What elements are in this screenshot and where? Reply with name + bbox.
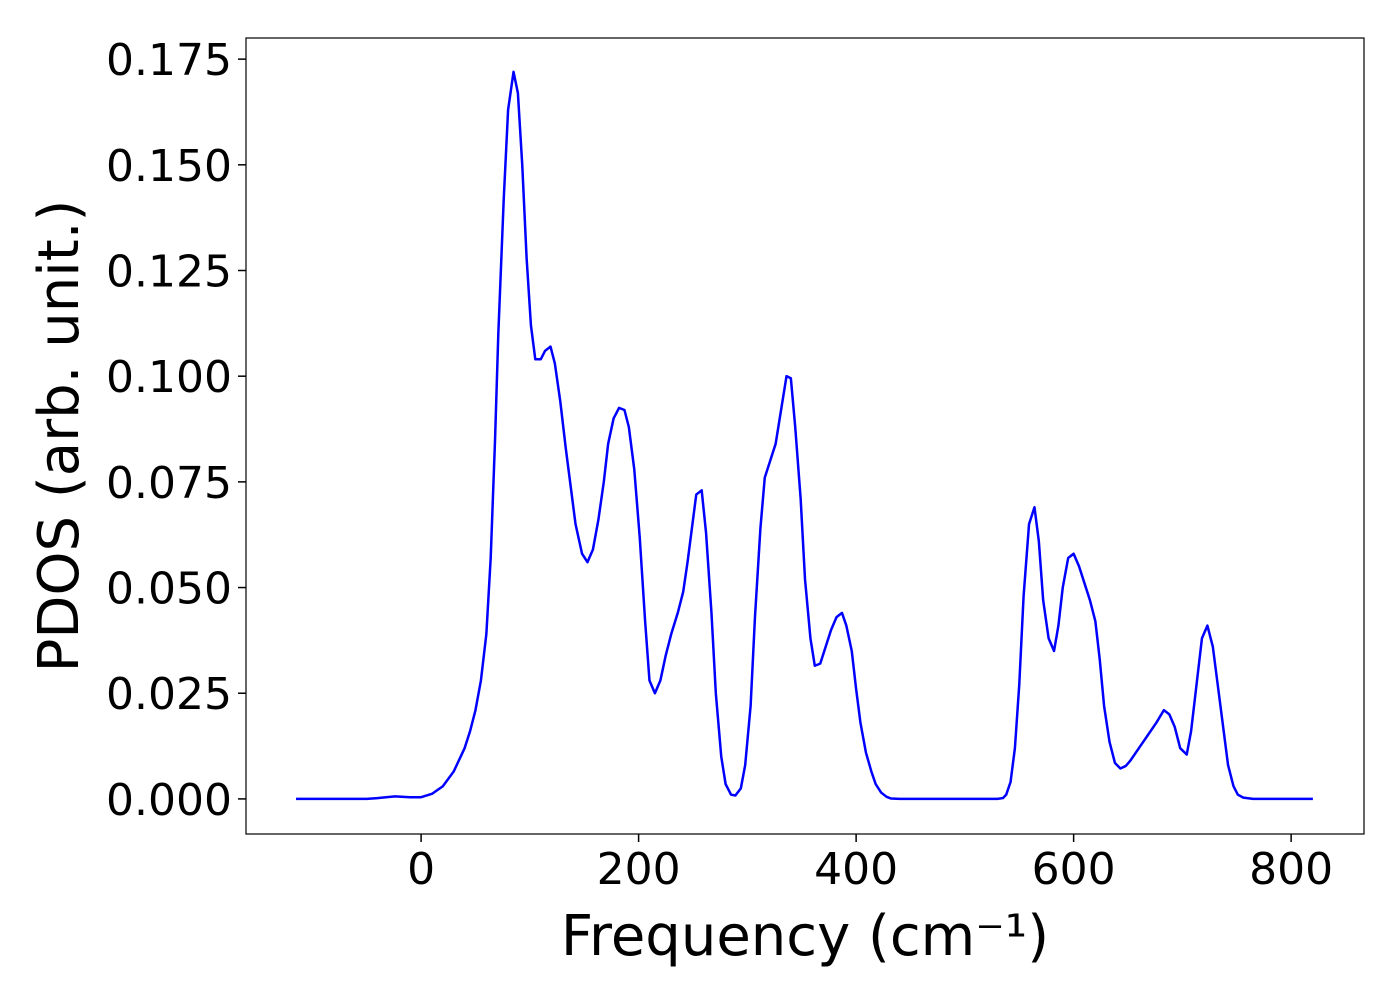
x-tick-label: 800	[1249, 844, 1333, 895]
x-tick-label: 0	[407, 844, 435, 895]
y-tick-label: 0.000	[106, 775, 232, 826]
y-axis-label: PDOS (arb. unit.)	[27, 200, 92, 673]
x-tick-label: 400	[814, 844, 898, 895]
y-tick-label: 0.100	[106, 352, 232, 403]
plot-frame	[245, 37, 1365, 835]
x-tick-label: 200	[597, 844, 681, 895]
y-tick-label: 0.175	[106, 35, 232, 86]
x-axis-label: Frequency (cm⁻¹)	[561, 904, 1049, 969]
y-tick-label: 0.125	[106, 247, 232, 298]
x-tick-label: 600	[1032, 844, 1116, 895]
y-tick-label: 0.075	[106, 458, 232, 509]
data-line	[296, 70, 1313, 801]
y-tick-label: 0.150	[106, 141, 232, 192]
y-tick-label: 0.050	[106, 564, 232, 615]
y-tick-label: 0.025	[106, 669, 232, 720]
